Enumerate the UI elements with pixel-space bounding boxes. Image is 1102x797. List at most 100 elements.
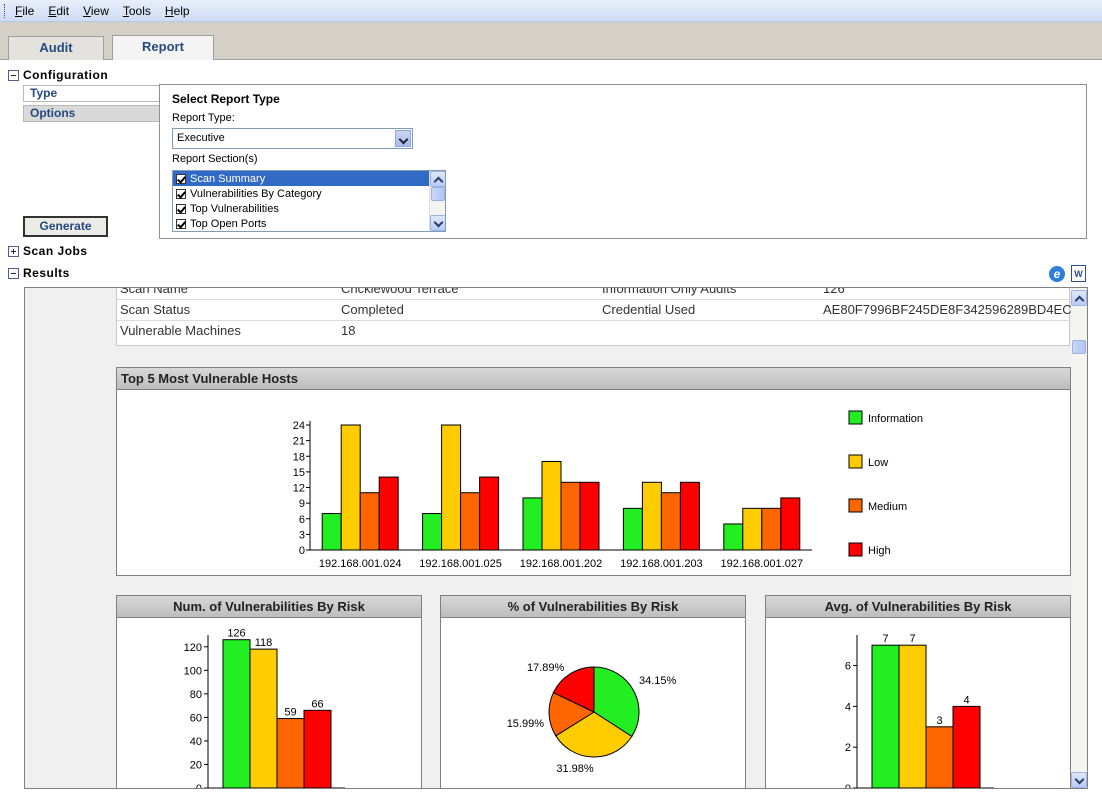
tab-report[interactable]: Report bbox=[112, 35, 214, 60]
bar bbox=[359, 492, 380, 551]
bar bbox=[340, 424, 361, 551]
y-tick-label: 0 bbox=[845, 783, 851, 789]
panel-header: Num. of Vulnerabilities By Risk bbox=[117, 596, 421, 618]
bar bbox=[222, 639, 251, 788]
slice-label: 34.15% bbox=[639, 675, 677, 687]
scroll-up-icon[interactable] bbox=[1071, 290, 1087, 306]
bar bbox=[460, 492, 481, 551]
menu-edit-mnemonic: E bbox=[48, 3, 57, 18]
config-nav-type[interactable]: Type bbox=[23, 85, 160, 102]
panel-header: Avg. of Vulnerabilities By Risk bbox=[766, 596, 1070, 618]
num-by-risk-panel: Num. of Vulnerabilities By Risk 0 20 40 60 8… bbox=[116, 595, 422, 789]
report-sections-list[interactable]: Scan Summary Vulnerabilities By Category… bbox=[172, 170, 446, 232]
menu-edit[interactable]: Edit bbox=[48, 4, 69, 18]
list-item[interactable]: Scan Summary bbox=[173, 171, 445, 186]
menu-view-mnemonic: V bbox=[83, 3, 91, 18]
top-hosts-chart: 0 3 6 9 12 15 18 21 24 192.168.001.024 192.168.001… bbox=[293, 410, 923, 570]
configuration-title: Configuration bbox=[23, 68, 109, 82]
list-item[interactable]: Vulnerabilities By Category bbox=[173, 186, 445, 201]
bar bbox=[641, 481, 662, 551]
y-tick-label: 6 bbox=[299, 514, 305, 526]
bar bbox=[422, 513, 443, 551]
pie-slice bbox=[548, 691, 596, 737]
y-tick-label: 15 bbox=[293, 467, 305, 479]
x-tick-label: 192.168.001.024 bbox=[319, 558, 402, 570]
collapse-icon[interactable] bbox=[8, 69, 19, 81]
config-nav-options[interactable]: Options bbox=[23, 105, 160, 122]
report-type-select[interactable]: Executive bbox=[172, 128, 413, 149]
list-scrollbar[interactable] bbox=[429, 171, 445, 231]
word-document-icon[interactable]: W bbox=[1071, 265, 1086, 282]
scroll-down-icon[interactable] bbox=[1071, 772, 1087, 788]
y-tick-label: 9 bbox=[299, 498, 305, 510]
results-scrollbar[interactable] bbox=[1071, 288, 1087, 788]
internet-explorer-icon[interactable]: e bbox=[1049, 266, 1065, 282]
menu-grip[interactable] bbox=[4, 3, 7, 18]
list-item-label: Scan Summary bbox=[190, 172, 266, 185]
menu-view[interactable]: View bbox=[83, 4, 109, 18]
info-value: Completed bbox=[341, 302, 404, 317]
report-type-value: Executive bbox=[177, 132, 225, 144]
y-tick-label: 40 bbox=[190, 736, 202, 748]
bar bbox=[871, 644, 900, 788]
bar bbox=[579, 481, 600, 551]
scroll-down-icon[interactable] bbox=[430, 215, 445, 231]
bar bbox=[622, 507, 643, 551]
checkbox[interactable] bbox=[176, 188, 186, 199]
list-item-label: Top Vulnerabilities bbox=[190, 202, 279, 215]
bar bbox=[660, 492, 681, 551]
legend-label: Information bbox=[868, 413, 923, 425]
collapse-icon[interactable] bbox=[8, 267, 19, 279]
list-item[interactable]: Top Open Ports bbox=[173, 216, 445, 231]
bar bbox=[249, 648, 278, 788]
report-type-panel: Select Report Type Report Type: Executiv… bbox=[159, 84, 1087, 239]
bar bbox=[679, 481, 700, 551]
expand-icon[interactable] bbox=[8, 245, 19, 257]
data-label: 4 bbox=[963, 694, 969, 706]
results-content: Scan Name Cricklewood Terrace Informatio… bbox=[25, 288, 1072, 789]
checkbox[interactable] bbox=[176, 203, 186, 214]
list-item-label: Vulnerabilities By Category bbox=[190, 187, 322, 200]
menu-file[interactable]: File bbox=[15, 4, 34, 18]
table-row: Scan Status Completed Credential Used AE… bbox=[117, 300, 1072, 321]
data-label: 59 bbox=[284, 707, 296, 719]
list-item[interactable]: Top Vulnerabilities bbox=[173, 201, 445, 216]
tab-audit[interactable]: Audit bbox=[8, 36, 104, 60]
menu-tools-mnemonic: T bbox=[122, 3, 129, 18]
report-type-label: Report Type: bbox=[172, 112, 235, 124]
scroll-up-icon[interactable] bbox=[430, 171, 445, 187]
scroll-thumb[interactable] bbox=[431, 187, 445, 201]
x-tick-label: 192.168.001.203 bbox=[620, 558, 703, 570]
results-view: Scan Name Cricklewood Terrace Informatio… bbox=[24, 287, 1088, 789]
results-header[interactable]: Results bbox=[8, 266, 70, 280]
generate-button[interactable]: Generate bbox=[23, 216, 108, 237]
top-hosts-panel: Top 5 Most Vulnerable Hosts 0 3 6 9 12 15 18 21… bbox=[116, 367, 1071, 576]
bar bbox=[925, 726, 954, 788]
chevron-down-icon[interactable] bbox=[395, 130, 411, 147]
menu-tools[interactable]: Tools bbox=[123, 4, 151, 18]
y-tick-label: 12 bbox=[293, 483, 305, 495]
menu-help[interactable]: Help bbox=[165, 4, 190, 18]
slice-label: 17.89% bbox=[527, 662, 565, 674]
configuration-header[interactable]: Configuration bbox=[8, 68, 108, 82]
y-tick-label: 0 bbox=[299, 545, 305, 557]
scroll-thumb[interactable] bbox=[1072, 340, 1086, 354]
y-tick-label: 80 bbox=[190, 689, 202, 701]
bar bbox=[723, 523, 744, 551]
info-value: AE80F7996BF245DE8F342596289BD4EC bbox=[823, 302, 1072, 317]
y-tick-label: 120 bbox=[184, 642, 202, 654]
bar bbox=[378, 476, 399, 551]
y-tick-label: 21 bbox=[293, 436, 305, 448]
legend-swatch bbox=[848, 410, 863, 425]
scan-jobs-header[interactable]: Scan Jobs bbox=[8, 244, 88, 258]
info-value: 18 bbox=[341, 323, 356, 338]
checkbox[interactable] bbox=[176, 218, 186, 229]
pct-by-risk-chart: 34.15% 31.98% 15.99% 17.89% bbox=[507, 662, 677, 775]
y-tick-label: 0 bbox=[196, 783, 202, 789]
menu-help-mnemonic: H bbox=[164, 3, 174, 18]
legend-label: High bbox=[868, 545, 891, 557]
checkbox[interactable] bbox=[176, 173, 186, 184]
y-tick-label: 6 bbox=[845, 661, 851, 673]
bar bbox=[541, 460, 562, 551]
y-tick-label: 24 bbox=[293, 420, 305, 432]
